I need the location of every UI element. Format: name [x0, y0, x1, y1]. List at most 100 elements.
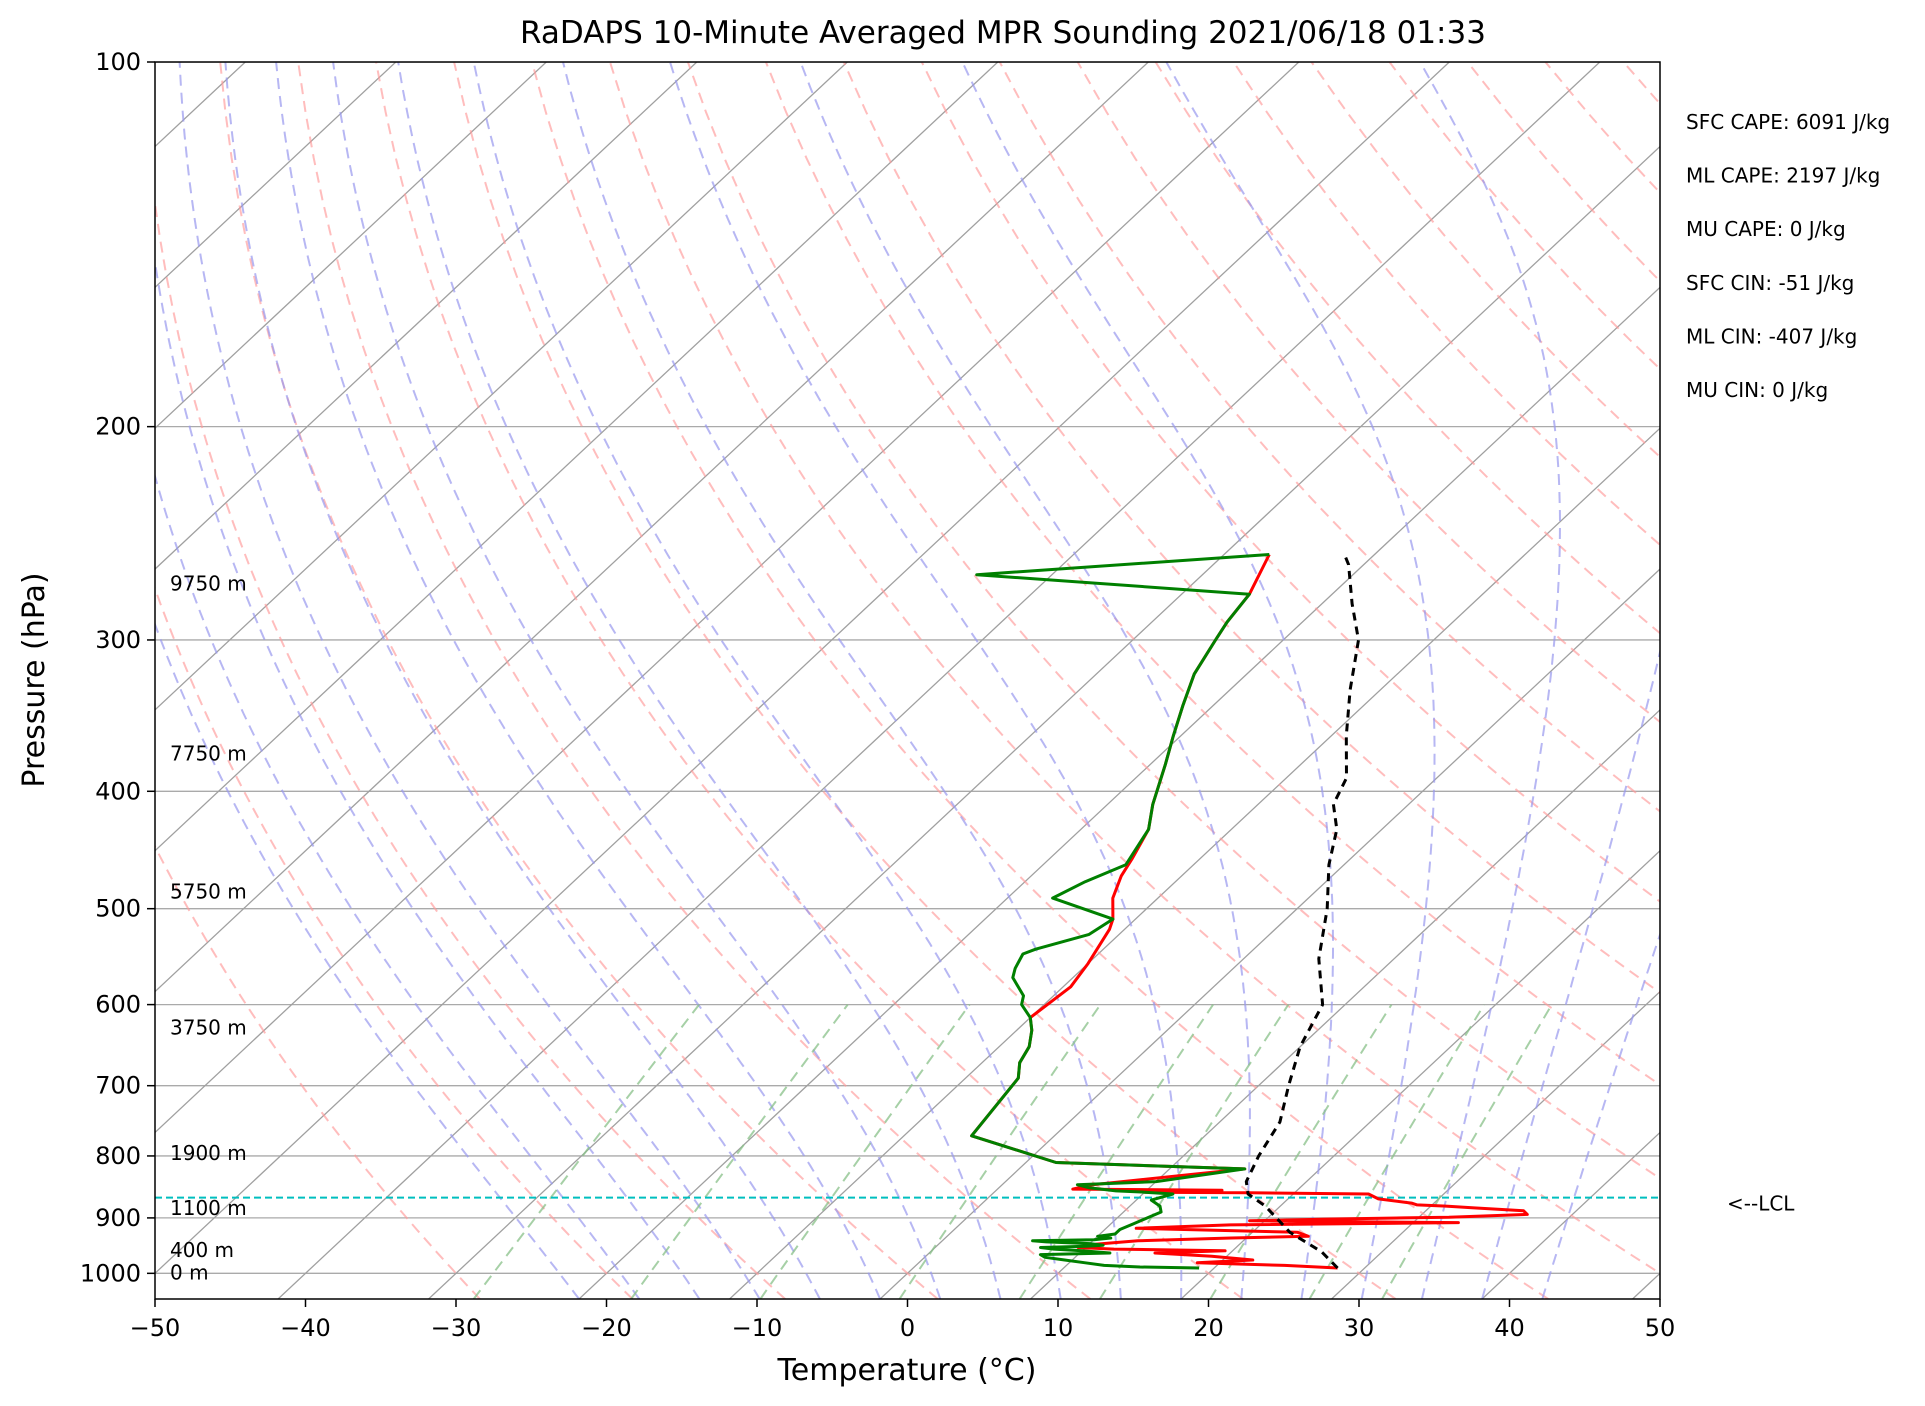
- isotherm-line: [428, 145, 1660, 1299]
- dry-adiabat: [1232, 62, 1660, 547]
- x-tick-label: 50: [1645, 1314, 1676, 1342]
- x-tick-label: −10: [732, 1314, 783, 1342]
- isotherm-line: [1030, 709, 1660, 1299]
- dry-adiabat: [155, 844, 481, 1299]
- isotherm-line: [155, 62, 397, 289]
- mixing-ratio-line: [1381, 1004, 1553, 1299]
- moist-adiabat: [397, 62, 1002, 1299]
- height-label: 9750 m: [170, 572, 247, 596]
- annotation-text: MU CIN: 0 J/kg: [1686, 378, 1828, 402]
- isotherm-line: [155, 62, 1300, 1134]
- isotherm-line: [1783, 62, 1925, 1299]
- dry-adiabat: [1388, 62, 1660, 371]
- dry-adiabat: [609, 62, 1660, 1275]
- plot-frame: [154, 61, 1661, 1300]
- axis-ticks: −50 −40 −30 −20 −10 0 10 20 30 40 50 100 200 300 400 50…: [80, 48, 1675, 1342]
- isotherm-line: [155, 62, 1149, 993]
- series-layer: 9750 m 7750 m 5750 m 3750 m 1900 m 1100 m 400 …: [155, 553, 1660, 1284]
- x-tick-label: −50: [130, 1314, 181, 1342]
- y-tick-label: 300: [95, 626, 141, 654]
- x-tick-label: 20: [1193, 1314, 1224, 1342]
- dry-adiabat: [842, 62, 1660, 994]
- moist-adiabat: [224, 62, 821, 1299]
- isotherm-line: [1180, 849, 1660, 1299]
- height-label: 3750 m: [170, 1016, 247, 1040]
- annotation-text: SFC CIN: -51 J/kg: [1686, 271, 1854, 295]
- y-tick-label: 900: [95, 1204, 141, 1232]
- dry-adiabat: [1622, 62, 1660, 106]
- isotherm-line: [1331, 990, 1660, 1299]
- moist-adiabat: [1481, 647, 1660, 1299]
- x-axis-label: Temperature (°C): [777, 1353, 1037, 1388]
- lcl-label: <--LCL: [1727, 1192, 1795, 1216]
- moist-adiabat: [1165, 62, 1436, 1299]
- moist-adiabat: [155, 256, 701, 1299]
- mixing-ratio-line: [472, 1003, 700, 1299]
- dry-adiabat: [453, 62, 1397, 1299]
- height-label: 0 m: [170, 1260, 209, 1284]
- y-tick-label: 200: [95, 413, 141, 441]
- moist-adiabat: [332, 62, 942, 1299]
- annotation-text: ML CAPE: 2197 J/kg: [1686, 164, 1880, 188]
- x-tick-label: 40: [1494, 1314, 1525, 1342]
- y-tick-label: 700: [95, 1072, 141, 1100]
- isotherm-line: [155, 62, 1450, 1275]
- isotherm-line: [879, 568, 1660, 1299]
- isotherm-line: [277, 62, 1601, 1299]
- height-label: 1900 m: [170, 1141, 247, 1165]
- moist-adiabat: [472, 62, 1062, 1299]
- y-tick-label: 100: [95, 48, 141, 76]
- dry-adiabat: [297, 62, 1092, 1299]
- dry-adiabat: [1466, 62, 1660, 283]
- height-label: 1100 m: [170, 1196, 247, 1220]
- y-tick-label: 400: [95, 777, 141, 805]
- isotherm-line: [155, 62, 848, 711]
- mixing-ratio-line: [898, 1004, 1102, 1299]
- annotation-text: MU CAPE: 0 J/kg: [1686, 217, 1846, 241]
- moist-adiabat: [178, 62, 761, 1299]
- y-axis-label: Pressure (hPa): [17, 572, 52, 787]
- y-tick-label: 600: [95, 991, 141, 1019]
- height-label: 7750 m: [170, 742, 247, 766]
- isotherm-line: [155, 62, 698, 570]
- mixing-ratio-line: [630, 1004, 849, 1299]
- mixing-ratio-line: [1209, 1004, 1393, 1299]
- dry-adiabat: [1076, 62, 1660, 724]
- isotherm-line: [1481, 1131, 1660, 1299]
- dry-adiabat: [686, 62, 1660, 1180]
- dry-adiabat: [1779, 62, 1925, 1299]
- x-tick-label: −20: [581, 1314, 632, 1342]
- dry-adiabat: [1701, 62, 1925, 1299]
- x-tick-label: 30: [1344, 1314, 1375, 1342]
- x-tick-label: 0: [900, 1314, 915, 1342]
- background-grid: [155, 62, 1925, 1299]
- height-label: 400 m: [170, 1238, 234, 1262]
- dry-adiabat: [764, 62, 1660, 1087]
- chart-title: RaDAPS 10-Minute Averaged MPR Sounding 2…: [520, 15, 1486, 51]
- temperature-profile-line: [970, 553, 1529, 1270]
- parcel-profile-line: [1244, 553, 1360, 1270]
- moist-adiabat: [669, 62, 1183, 1299]
- mixing-ratio-line: [759, 1004, 971, 1299]
- moist-adiabat: [562, 62, 1122, 1299]
- x-tick-label: 10: [1043, 1314, 1074, 1342]
- dry-adiabat: [375, 62, 1244, 1299]
- isotherm-line: [578, 286, 1660, 1299]
- dry-adiabat: [155, 585, 634, 1299]
- isotherm-line: [155, 62, 999, 852]
- moist-adiabat: [155, 621, 580, 1299]
- mixing-ratio-line: [1018, 1004, 1214, 1299]
- x-tick-label: −40: [280, 1314, 331, 1342]
- cape-cin-annotations: <--LCL SFC CAPE: 6091 J/kg ML CAPE: 2197 J…: [1686, 110, 1890, 1216]
- isotherm-line: [729, 427, 1660, 1299]
- moist-adiabat: [155, 472, 641, 1299]
- mixing-ratio-line: [1308, 1004, 1486, 1299]
- y-tick-label: 500: [95, 895, 141, 923]
- dry-adiabat: [920, 62, 1660, 903]
- dewpoint-profile-line: [970, 553, 1270, 1270]
- annotation-text: SFC CAPE: 6091 J/kg: [1686, 110, 1890, 134]
- dry-adiabat: [1310, 62, 1660, 459]
- dry-adiabat: [1154, 62, 1660, 635]
- isotherm-line: [1632, 1272, 1660, 1299]
